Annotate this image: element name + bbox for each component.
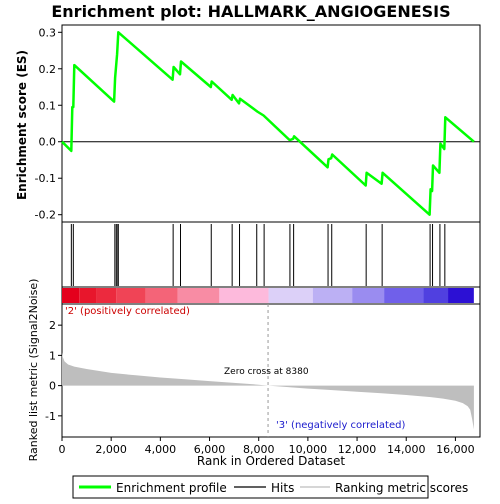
- es-ytick-label: -0.2: [35, 209, 56, 222]
- ranked-ytick-label: 0: [49, 380, 56, 393]
- pos-corr-label: '2' (positively correlated): [65, 306, 190, 317]
- colorbar-segment: [312, 288, 353, 303]
- chart-title: Enrichment plot: HALLMARK_ANGIOGENESIS: [51, 2, 450, 21]
- hits-layer: [70, 224, 446, 286]
- ranked-ytick-label: 2: [49, 319, 56, 332]
- colorbar-segment: [352, 288, 385, 303]
- colorbar-segment: [96, 288, 117, 303]
- es-ytick-label: 0.1: [39, 99, 57, 112]
- enrichment-profile-line: [61, 31, 475, 216]
- es-layer: -0.2 -0.1 0.0 0.1 0.2 0.3: [35, 26, 480, 222]
- es-ylabel: Enrichment score (ES): [15, 50, 29, 200]
- ranked-xtick-label: 0: [59, 443, 66, 456]
- colorbar-segment: [268, 288, 313, 303]
- ranked-ytick-label: -1: [45, 410, 56, 423]
- es-ytick-label: 0.3: [39, 26, 57, 39]
- ranked-xtick-label: 4,000: [145, 443, 177, 456]
- ranked-xtick-label: 14,000: [387, 443, 426, 456]
- colorbar-segment: [145, 288, 178, 303]
- zero-cross-label: Zero cross at 8380: [224, 367, 309, 377]
- ranked-xtick-label: 16,000: [436, 443, 475, 456]
- ranked-xlabel: Rank in Ordered Dataset: [197, 454, 345, 468]
- es-ytick-label: 0.0: [39, 136, 57, 149]
- ranked-layer: -1 0 1 2 0 2,000 4,000 6,000 8,000 10,000 12,000 14…: [45, 304, 475, 456]
- ranked-xtick-label: 12,000: [338, 443, 377, 456]
- colorbar-segment: [384, 288, 424, 303]
- hits-panel-frame: [61, 221, 481, 288]
- ranked-xtick-label: 8,000: [243, 443, 275, 456]
- ranked-ytick-label: 1: [49, 349, 56, 362]
- neg-corr-label: '3' (negatively correlated): [276, 420, 405, 431]
- ranked-ylabel: Ranked list metric (Signal2Noise): [27, 279, 40, 462]
- legend-label-hits: Hits: [271, 481, 294, 495]
- colorbar-layer: [62, 288, 474, 303]
- legend-label-ranking: Ranking metric scores: [335, 481, 468, 495]
- ranked-xtick-label: 6,000: [194, 443, 226, 456]
- colorbar-segment: [116, 288, 146, 303]
- ranking-metric-area: [62, 352, 474, 430]
- colorbar-segment: [423, 288, 449, 303]
- legend-label-enrichment: Enrichment profile: [116, 481, 227, 495]
- colorbar-segment: [219, 288, 269, 303]
- colorbar-segment: [177, 288, 220, 303]
- es-ytick-label: -0.1: [35, 172, 56, 185]
- colorbar-segment: [448, 288, 474, 303]
- ranked-xtick-label: 2,000: [95, 443, 127, 456]
- colorbar-segment: [79, 288, 97, 303]
- colorbar-segment: [62, 288, 80, 303]
- ranked-xtick-label: 10,000: [289, 443, 328, 456]
- es-ytick-label: 0.2: [39, 63, 57, 76]
